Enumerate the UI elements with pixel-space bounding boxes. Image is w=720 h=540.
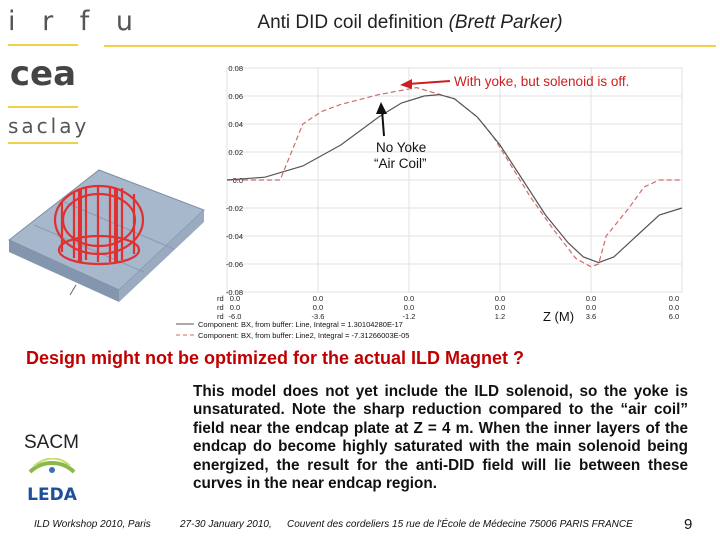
series-line-1	[227, 86, 682, 268]
page-title: Anti DID coil definition (Brett Parker)	[120, 12, 700, 34]
y-tick-label: 0.04	[228, 120, 243, 129]
bx-field-chart: 0.080.060.040.020.0-0.02-0.04-0.06-0.08 …	[176, 64, 683, 340]
body-paragraph: This model does not yet include the ILD …	[193, 383, 688, 493]
title-author: (Brett Parker)	[448, 12, 563, 33]
logo-divider	[8, 44, 78, 46]
x-tick-label: 0.0	[669, 294, 679, 303]
x-row-label: rd	[217, 303, 224, 312]
series-line-2	[226, 93, 683, 264]
y-tick-label: -0.04	[226, 232, 243, 241]
legend-entry: Component: BX, from buffer: Line2, Integ…	[198, 331, 409, 340]
x-row-label: rd	[217, 294, 224, 303]
y-tick-label: -0.02	[226, 204, 243, 213]
x-tick-label: 0.0	[586, 294, 596, 303]
x-tick-label: -6.0	[229, 312, 242, 321]
x-tick-label: -3.6	[312, 312, 325, 321]
x-tick-label: 0.0	[404, 294, 414, 303]
page-number: 9	[684, 516, 693, 533]
y-tick-label: -0.08	[226, 288, 243, 297]
x-tick-label: 0.0	[313, 303, 323, 312]
x-tick-label: 0.0	[230, 303, 240, 312]
sacm-label: SACM	[24, 432, 79, 453]
footer-workshop: ILD Workshop 2010, Paris	[34, 519, 151, 530]
annotation-arrowhead	[376, 102, 387, 114]
x-tick-label: 0.0	[495, 303, 505, 312]
annotation-yoke-text: With yoke, but solenoid is off.	[454, 74, 629, 89]
x-tick-label: 0.0	[495, 294, 505, 303]
highlight-heading: Design might not be optimized for the ac…	[26, 348, 525, 368]
x-tick-label: 0.0	[669, 303, 679, 312]
annotation-air-coil: No Yoke “Air Coil”	[374, 102, 427, 171]
cea-logo: cea	[8, 54, 78, 96]
x-tick-label: 0.0	[586, 303, 596, 312]
logo-divider	[8, 142, 78, 144]
footer-dates: 27-30 January 2010,	[180, 519, 272, 530]
x-tick-label: 3.6	[586, 312, 596, 321]
x-tick-labels: rdrdrd0.00.0-6.00.00.0-3.60.00.0-1.20.00…	[217, 294, 679, 321]
title-rule	[104, 45, 716, 47]
irfu-logo: i r f u	[8, 6, 142, 37]
y-tick-label: 0.02	[228, 148, 243, 157]
leda-logo-text: LEDA	[27, 485, 78, 505]
x-tick-label: -1.2	[403, 312, 416, 321]
x-tick-label: 6.0	[669, 312, 679, 321]
annotation-arrow	[407, 80, 451, 85]
leda-logo: LEDA	[27, 458, 78, 505]
series-layer	[226, 86, 683, 268]
x-tick-label: 0.0	[230, 294, 240, 303]
x-row-label: rd	[217, 312, 224, 321]
cea-logo-text: cea	[10, 54, 76, 94]
y-tick-label: 0.08	[228, 64, 243, 73]
annotation-yoke: With yoke, but solenoid is off.	[400, 74, 629, 89]
annotation-arrow	[381, 109, 385, 137]
annotation-arrowhead	[400, 79, 412, 89]
legend: Component: BX, from buffer: Line, Integr…	[176, 320, 409, 340]
x-axis-label: Z (M)	[543, 309, 574, 324]
title-main: Anti DID coil definition	[257, 12, 444, 33]
y-tick-label: 0.06	[228, 92, 243, 101]
annotation-no-yoke: No Yoke	[376, 140, 426, 155]
logo-divider	[8, 106, 78, 108]
coil-model-image	[8, 169, 205, 302]
x-tick-label: 0.0	[404, 303, 414, 312]
annotation-air-coil-text: “Air Coil”	[374, 156, 427, 171]
x-tick-label: 1.2	[495, 312, 505, 321]
x-tick-label: 0.0	[313, 294, 323, 303]
footer-venue: Couvent des cordeliers 15 rue de l'École…	[287, 519, 633, 530]
legend-entry: Component: BX, from buffer: Line, Integr…	[198, 320, 403, 329]
y-tick-label: -0.06	[226, 260, 243, 269]
saclay-logo: saclay	[8, 114, 90, 138]
